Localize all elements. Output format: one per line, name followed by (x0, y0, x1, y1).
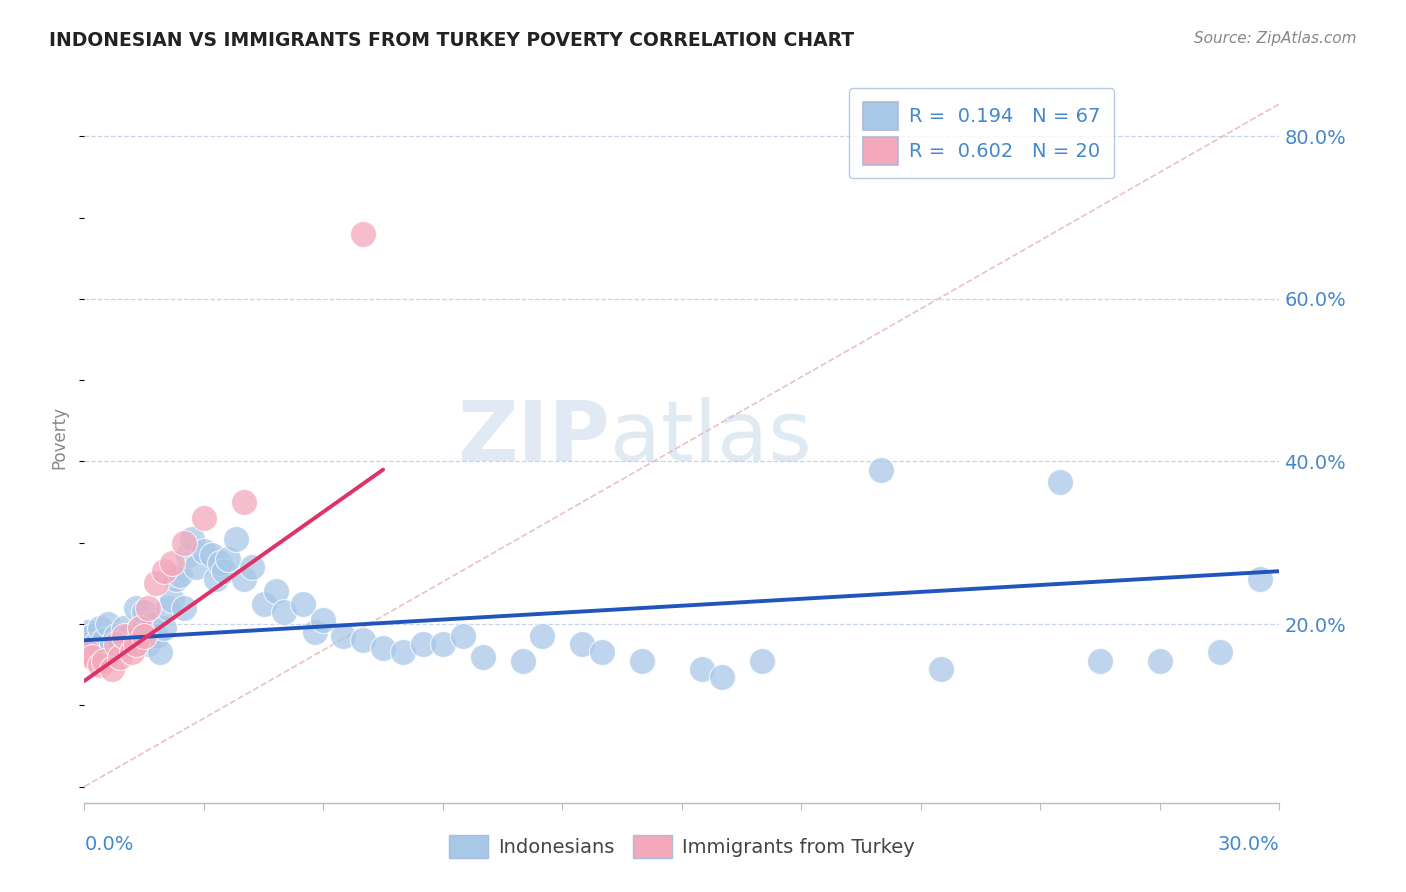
Point (352, 227, 374, 241)
Point (173, 535, 195, 549)
Point (121, 645, 143, 659)
Point (89, 621, 111, 635)
Point (512, 654, 534, 668)
Point (77, 645, 100, 659)
Point (1049, 475, 1071, 489)
Point (181, 532, 204, 546)
Point (89, 657, 111, 672)
Point (373, 641, 395, 656)
Point (132, 605, 156, 619)
Point (451, 629, 474, 643)
Point (1209, 645, 1232, 659)
Point (273, 605, 295, 619)
Point (110, 637, 132, 651)
Point (112, 621, 135, 635)
Point (751, 654, 773, 668)
Point (105, 629, 128, 643)
Point (184, 560, 207, 574)
Point (149, 645, 172, 659)
Point (232, 572, 254, 586)
Point (117, 629, 139, 643)
Point (352, 633, 374, 648)
Point (165, 572, 187, 586)
Point (332, 629, 354, 643)
Text: 30.0%: 30.0% (1218, 835, 1279, 855)
Point (105, 637, 128, 651)
Point (531, 629, 554, 643)
Point (160, 592, 183, 607)
Point (201, 548, 224, 562)
Point (225, 532, 247, 546)
Point (169, 568, 191, 582)
Point (432, 637, 454, 651)
Point (292, 597, 315, 611)
Point (145, 629, 167, 643)
Point (97, 617, 120, 632)
Point (132, 629, 156, 643)
Point (193, 544, 215, 558)
Text: Source: ZipAtlas.com: Source: ZipAtlas.com (1194, 31, 1357, 46)
Point (121, 637, 143, 651)
Point (264, 584, 287, 599)
Point (93, 654, 115, 668)
Point (125, 637, 148, 651)
Point (710, 670, 733, 684)
Point (157, 600, 180, 615)
Point (160, 556, 183, 570)
Point (193, 511, 215, 525)
Legend: Indonesians, Immigrants from Turkey: Indonesians, Immigrants from Turkey (441, 827, 922, 866)
Point (929, 662, 952, 676)
Point (112, 629, 135, 643)
Point (208, 556, 231, 570)
Point (690, 662, 713, 676)
Text: INDONESIAN VS IMMIGRANTS FROM TURKEY POVERTY CORRELATION CHART: INDONESIAN VS IMMIGRANTS FROM TURKEY POV… (49, 31, 855, 50)
Point (173, 600, 195, 615)
Point (212, 564, 235, 578)
Text: 0.0%: 0.0% (84, 835, 134, 855)
Point (392, 645, 415, 659)
Point (101, 637, 124, 651)
Point (129, 621, 152, 635)
Point (77, 625, 100, 640)
Point (110, 649, 132, 664)
Point (136, 600, 159, 615)
Point (93, 633, 115, 648)
Point (253, 597, 276, 611)
Point (205, 572, 228, 586)
Point (312, 613, 335, 627)
Point (153, 621, 176, 635)
Point (177, 548, 200, 562)
Point (125, 600, 148, 615)
Point (82, 629, 104, 643)
Point (232, 495, 254, 509)
Point (82, 649, 104, 664)
Point (571, 637, 593, 651)
Point (101, 662, 124, 676)
Point (145, 576, 167, 591)
Text: atlas: atlas (610, 397, 811, 477)
Point (136, 637, 159, 651)
Point (240, 560, 263, 574)
Point (86, 637, 108, 651)
Point (304, 625, 326, 640)
Point (870, 462, 893, 476)
Point (1149, 654, 1171, 668)
Point (217, 552, 239, 566)
Point (631, 654, 654, 668)
Text: ZIP: ZIP (458, 397, 610, 477)
Point (153, 564, 176, 578)
Point (1090, 654, 1112, 668)
Point (1249, 572, 1271, 586)
Point (141, 617, 163, 632)
Point (412, 637, 434, 651)
Point (129, 621, 152, 635)
Y-axis label: Poverty: Poverty (51, 406, 69, 468)
Point (132, 617, 156, 632)
Point (471, 649, 494, 664)
Point (591, 645, 613, 659)
